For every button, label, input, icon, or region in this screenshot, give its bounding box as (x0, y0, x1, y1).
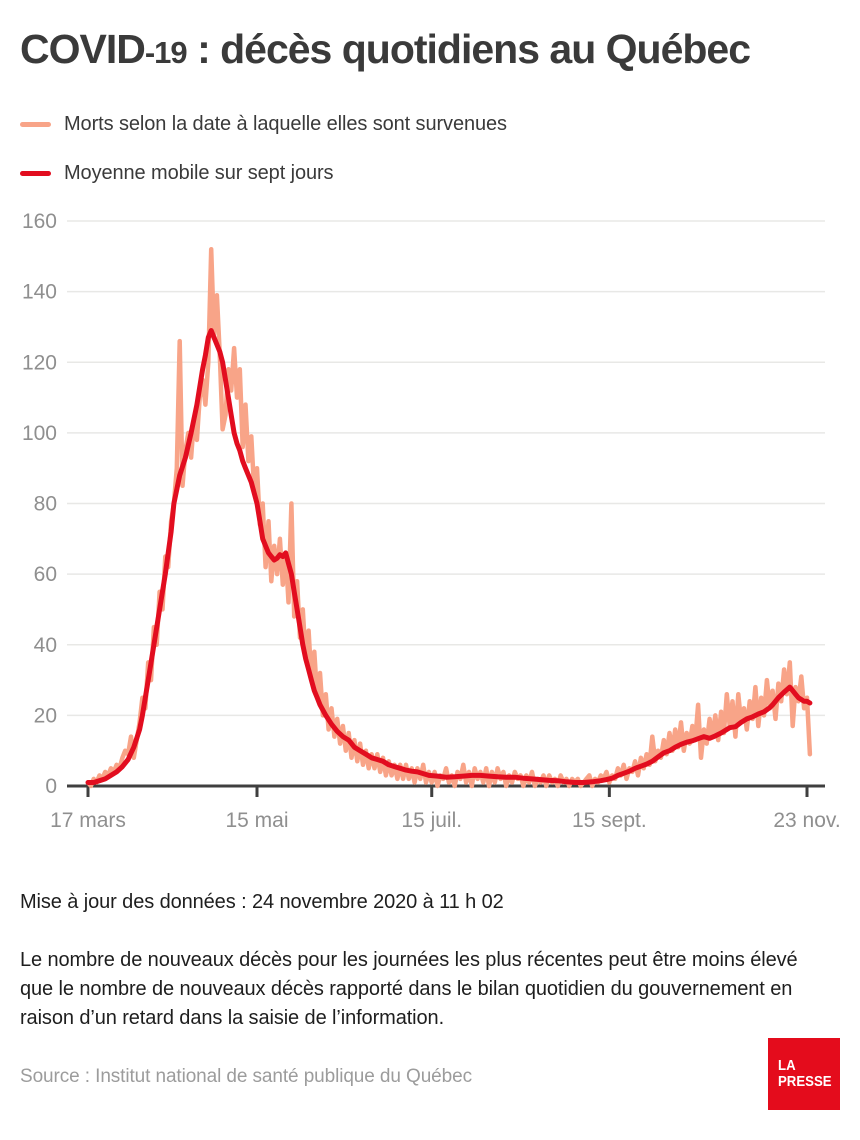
legend-item-average: Moyenne mobile sur sept jours (20, 161, 334, 185)
y-axis-tick-label: 20 (34, 704, 57, 727)
title-covid: COVID (20, 26, 146, 72)
page-title: COVID-19 : décès quotidiens au Québec (20, 26, 751, 73)
y-axis-tick-label: 100 (22, 422, 57, 445)
y-axis-tick-label: 160 (22, 210, 57, 233)
moving-average-line (85, 328, 813, 785)
y-axis-tick-label: 60 (34, 563, 57, 586)
y-axis-tick-label: 140 (22, 281, 57, 304)
legend-label-average: Moyenne mobile sur sept jours (64, 161, 334, 184)
title-rest: : décès quotidiens au Québec (186, 26, 751, 72)
daily-deaths-line (85, 247, 813, 789)
average-series-swatch (20, 170, 51, 176)
y-axis-tick-label: 40 (34, 634, 57, 657)
lapresse-logo-line2: PRESSE (778, 1073, 832, 1090)
y-axis-tick-label: 120 (22, 351, 57, 374)
y-axis-tick-label: 80 (34, 493, 57, 516)
x-axis-tick-label: 15 sept. (572, 809, 647, 832)
daily-series-swatch (20, 121, 51, 127)
y-axis-tick-label: 0 (45, 775, 57, 798)
legend-label-daily: Morts selon la date à laquelle elles son… (64, 112, 507, 135)
source-credit: Source : Institut national de santé publ… (20, 1066, 472, 1087)
methodology-note: Le nombre de nouveaux décès pour les jou… (20, 949, 798, 1029)
x-axis-tick-label: 23 nov. (773, 809, 840, 832)
data-update-timestamp: Mise à jour des données : 24 novembre 20… (20, 891, 504, 913)
lapresse-logo: LA PRESSE (768, 1038, 840, 1110)
lapresse-logo-line1: LA (778, 1057, 796, 1074)
title-19: -19 (144, 35, 188, 70)
x-axis-tick-label: 15 mai (225, 809, 288, 832)
x-axis-tick-label: 17 mars (50, 809, 126, 832)
x-axis-tick-label: 15 juil. (401, 809, 462, 832)
legend-item-daily: Morts selon la date à laquelle elles son… (20, 112, 507, 136)
